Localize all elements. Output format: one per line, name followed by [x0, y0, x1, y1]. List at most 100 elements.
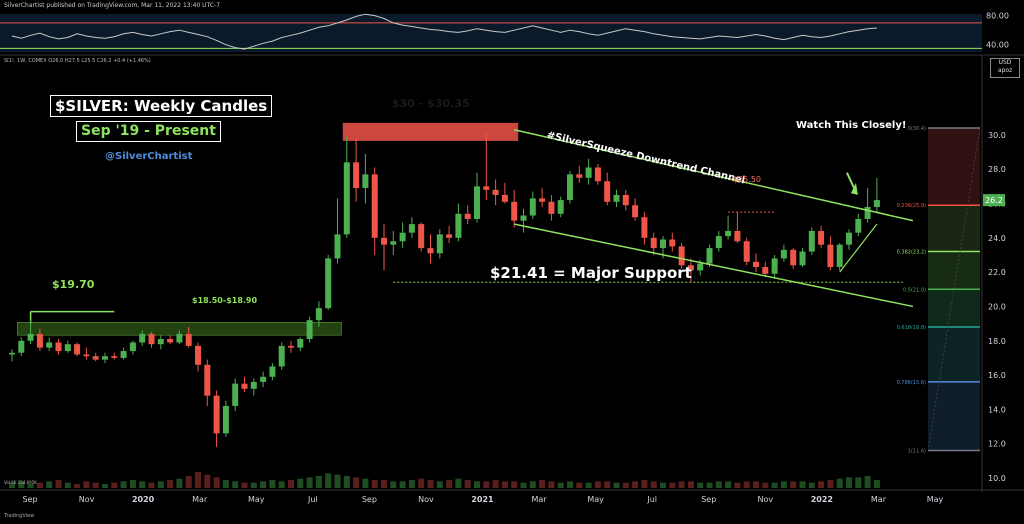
volume-bar [539, 480, 546, 488]
volume-bar [269, 480, 276, 488]
currency-label: USD [998, 59, 1012, 66]
candle-body [780, 249, 787, 259]
time-tick-label: May [587, 495, 604, 504]
candle-body [715, 236, 722, 249]
volume-bar [836, 478, 843, 488]
volume-label: Vol 6K 154.695K [4, 480, 37, 485]
volume-bar [18, 481, 25, 488]
volume-bar [232, 481, 239, 488]
price-tick-label: 16.0 [988, 371, 1006, 380]
rsi-tick-label: 40.00 [986, 41, 1009, 50]
candle-body [539, 198, 546, 202]
candle-body [669, 239, 676, 247]
time-tick-label: Jul [646, 495, 657, 504]
candle-body [753, 261, 759, 267]
candle-body [725, 230, 732, 237]
candle-body [660, 239, 666, 249]
candle-body [83, 354, 90, 357]
volume-bar [790, 481, 797, 488]
volume-bar [613, 482, 620, 488]
volume-bar [427, 480, 434, 488]
candle-body [557, 200, 564, 214]
price-zones [17, 122, 519, 336]
chart-subtitle: Sep '19 - Present [76, 121, 221, 142]
price-tick-label: 24.0 [988, 234, 1006, 243]
volume-bars [9, 472, 880, 488]
candle-body [455, 213, 462, 238]
volume-bar [846, 477, 852, 488]
time-tick-label: Sep [362, 495, 377, 504]
candle-body [334, 234, 341, 259]
volume-bar [157, 481, 164, 488]
candle-body [697, 263, 704, 271]
fib-band [928, 289, 980, 328]
candlestick-series[interactable] [9, 133, 880, 448]
level-2550-label: $25.50 [733, 175, 761, 184]
volume-bar [195, 472, 201, 488]
fib-band [928, 128, 980, 206]
time-tick-label: Jul [307, 495, 318, 504]
publisher-line: SilverChartist published on TradingView.… [4, 2, 221, 9]
candle-body [74, 344, 81, 355]
volume-bar [818, 481, 825, 488]
candle-body [678, 246, 685, 266]
volume-bar [371, 480, 378, 488]
volume-bar [343, 476, 350, 488]
volume-bar [511, 481, 518, 488]
volume-bar [474, 481, 480, 488]
price-tick-label: 10.0 [988, 474, 1006, 483]
candle-body [446, 234, 453, 238]
watch-annotation: Watch This Closely! [796, 120, 907, 131]
fib-trend-line [927, 127, 981, 451]
candle-body [873, 200, 880, 207]
candle-body [260, 376, 267, 382]
volume-bar [492, 480, 499, 488]
candle-body [622, 194, 629, 206]
candle-body [204, 364, 211, 396]
candle-body [306, 320, 313, 340]
time-tick-label: Nov [758, 495, 774, 504]
axes: 10.012.014.016.018.020.022.024.026.028.0… [0, 55, 1024, 504]
volume-bar [148, 482, 155, 488]
time-tick-label: Sep [701, 495, 716, 504]
candle-body [222, 405, 229, 434]
candle-body [269, 366, 276, 377]
volume-bar [446, 480, 453, 488]
volume-bar [594, 481, 601, 488]
watch-arrowhead [850, 182, 858, 195]
candle-body [315, 308, 322, 321]
volume-bar [585, 482, 592, 488]
candle-body [390, 241, 397, 245]
candle-body [743, 241, 750, 262]
volume-bar [827, 480, 834, 488]
rsi-background [0, 14, 982, 52]
candle-body [111, 356, 118, 358]
fib-level-label: 0.786(15.6) [897, 380, 926, 386]
candle-body [241, 383, 248, 389]
volume-bar [697, 482, 704, 488]
volume-bar [297, 478, 304, 488]
candle-body [855, 218, 862, 233]
candle-body [325, 258, 332, 309]
volume-bar [204, 474, 211, 488]
candle-body [501, 194, 508, 202]
candle-body [381, 237, 387, 245]
volume-bar [567, 481, 573, 488]
volume-bar [464, 480, 471, 488]
candle-body [687, 265, 694, 271]
candle-body [343, 162, 350, 235]
candle-body [492, 189, 499, 195]
volume-bar [83, 481, 90, 488]
volume-bar [734, 482, 741, 488]
candle-body [232, 383, 239, 406]
volume-bar [501, 481, 508, 488]
currency-button[interactable]: USD apoz [990, 58, 1020, 78]
currency-sub: apoz [997, 67, 1013, 74]
downtrend-channel [514, 129, 914, 308]
volume-bar [92, 482, 99, 488]
support-annotation: $21.41 = Major Support [490, 264, 692, 282]
candle-body [278, 345, 285, 367]
candle-body [548, 201, 555, 214]
price-tick-label: 18.0 [988, 337, 1006, 346]
